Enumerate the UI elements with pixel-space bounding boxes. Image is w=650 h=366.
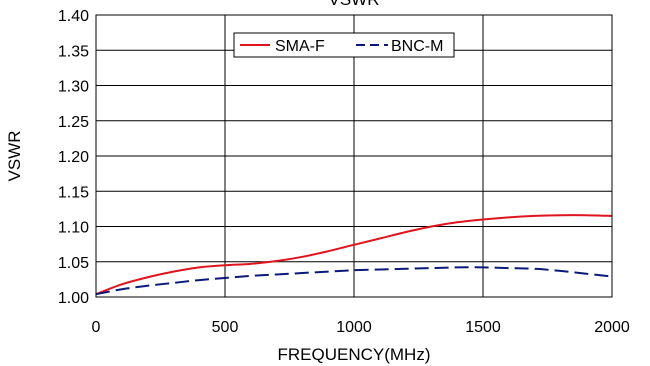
- x-tick-label: 2000: [594, 319, 630, 336]
- x-tick-label: 1500: [465, 319, 501, 336]
- series-lines: [95, 214, 613, 296]
- plot-frame: [95, 14, 613, 298]
- y-tick-label: 1.15: [58, 184, 89, 201]
- y-tick-label: 1.05: [58, 255, 89, 272]
- y-tick-labels: 1.00 1.05 1.10 1.15 1.20 1.25 1.30 1.35 1.40: [58, 8, 89, 307]
- legend-box: [233, 32, 455, 58]
- y-tick-label: 1.25: [58, 114, 89, 131]
- y-axis-label: VSWR: [5, 131, 24, 182]
- x-tick-label: 1000: [336, 319, 372, 336]
- x-axis-label: FREQUENCY(MHz): [278, 345, 431, 364]
- x-tick-label: 500: [212, 319, 239, 336]
- x-tick-label: 0: [92, 319, 101, 336]
- legend-label-sma-f: SMA-F: [275, 38, 325, 55]
- series-line-sma-f: [95, 214, 613, 296]
- y-tick-label: 1.00: [58, 290, 89, 307]
- chart-title: VSWR: [329, 0, 380, 9]
- y-tick-label: 1.35: [58, 43, 89, 60]
- y-tick-label: 1.20: [58, 149, 89, 166]
- legend: SMA-F BNC-M: [233, 32, 455, 58]
- y-tick-label: 1.30: [58, 79, 89, 96]
- x-tick-labels: 0 500 1000 1500 2000: [92, 319, 630, 336]
- y-tick-label: 1.10: [58, 220, 89, 237]
- legend-label-bnc-m: BNC-M: [391, 38, 443, 55]
- y-tick-label: 1.40: [58, 8, 89, 25]
- series-line-bnc-m: [95, 266, 613, 296]
